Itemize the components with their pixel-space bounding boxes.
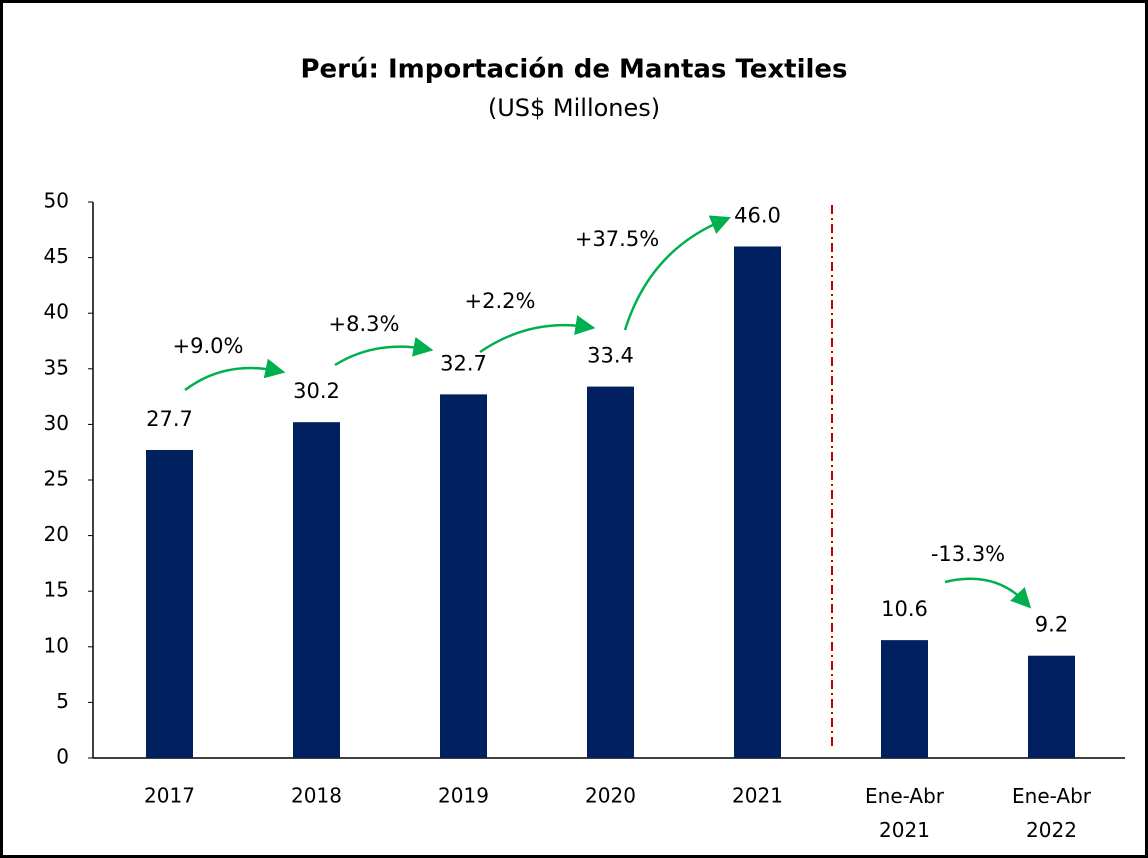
y-tick-label: 30 (44, 411, 69, 435)
value-label: 10.6 (881, 597, 928, 621)
bar (734, 246, 781, 759)
y-tick-label: 25 (44, 467, 69, 491)
x-tick-label: Ene-Abr 2022 (1012, 784, 1092, 842)
x-tick-label: 2017 (144, 784, 195, 808)
growth-arrow (944, 577, 1032, 609)
y-tick-label: 15 (44, 578, 69, 602)
bar (146, 449, 193, 758)
bar (1028, 655, 1075, 758)
value-label: 33.4 (587, 344, 634, 368)
y-tick-label: 0 (56, 745, 69, 769)
value-label: 46.0 (734, 203, 781, 227)
x-tick-label: Ene-Abr 2021 (865, 784, 945, 842)
bar (293, 422, 340, 758)
y-tick-label: 20 (44, 522, 69, 546)
value-label: 27.7 (146, 407, 193, 431)
value-label: 32.7 (440, 351, 487, 375)
annotation: +2.2% (465, 289, 536, 313)
value-label: 9.2 (1035, 613, 1068, 637)
annotation: +8.3% (329, 312, 400, 336)
y-tick-label: 45 (44, 244, 69, 268)
bar (587, 386, 634, 758)
growth-arrow (334, 336, 434, 367)
annotation: +37.5% (575, 227, 659, 251)
annotation: -13.3% (931, 542, 1005, 566)
growth-arrow (184, 358, 286, 392)
growth-arrow (623, 215, 731, 331)
annotation: +9.0% (173, 334, 244, 358)
bar (440, 394, 487, 758)
y-tick-label: 35 (44, 355, 69, 379)
y-tick-label: 10 (44, 633, 69, 657)
growth-arrow (479, 315, 596, 354)
x-tick-label: 2021 (732, 784, 783, 808)
x-tick-label: 2020 (585, 784, 636, 808)
chart-subtitle: (US$ Millones) (488, 94, 660, 122)
chart-title: Perú: Importación de Mantas Textiles (300, 55, 847, 85)
x-tick-label: 2019 (438, 784, 489, 808)
y-tick-label: 5 (56, 689, 69, 713)
y-tick-label: 50 (44, 189, 69, 213)
x-tick-label: 2018 (291, 784, 342, 808)
bar (881, 640, 928, 758)
value-label: 30.2 (293, 379, 340, 403)
y-tick-label: 40 (44, 300, 69, 324)
